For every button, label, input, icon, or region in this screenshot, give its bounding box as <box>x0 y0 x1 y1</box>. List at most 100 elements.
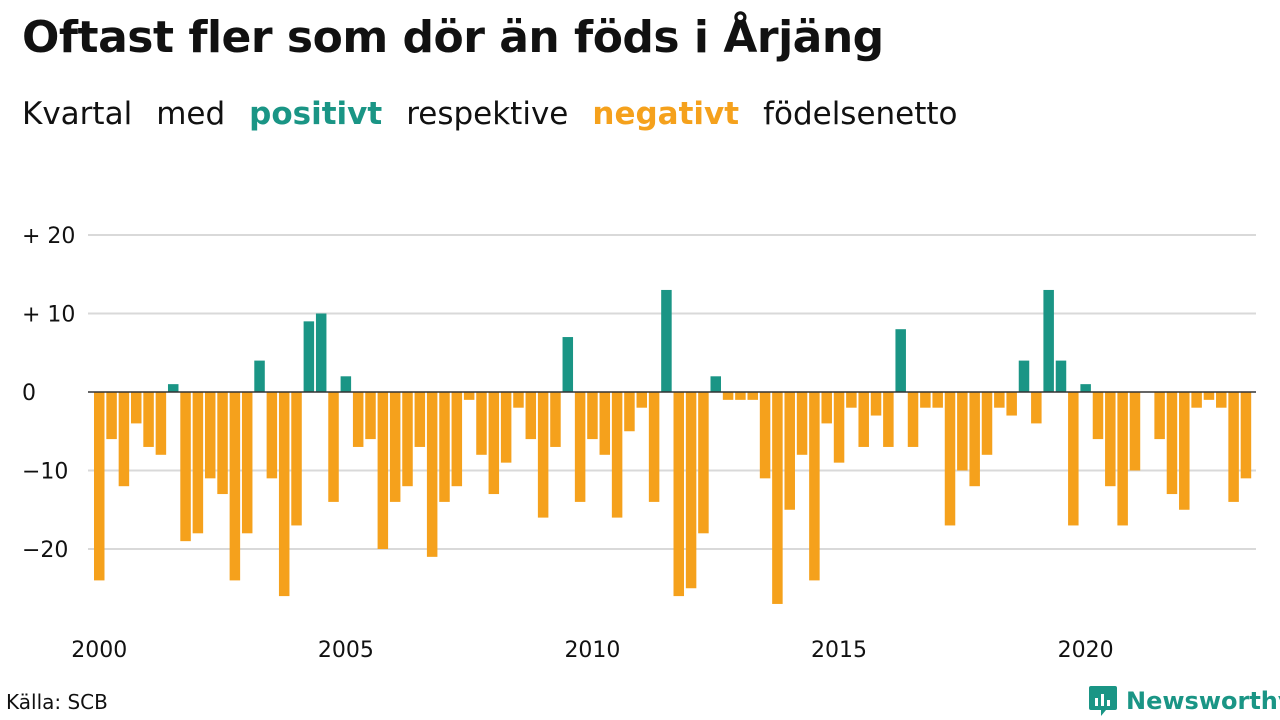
y-tick-label: −10 <box>22 460 68 485</box>
bar <box>932 392 943 408</box>
bar <box>994 392 1005 408</box>
bar <box>636 392 648 408</box>
bar <box>1129 392 1141 471</box>
bar <box>229 392 241 581</box>
bar <box>278 392 290 597</box>
bar <box>217 392 228 495</box>
x-tick-label: 2015 <box>811 638 867 663</box>
bar <box>180 392 191 542</box>
bar <box>476 392 487 455</box>
bar <box>821 392 832 424</box>
bar <box>685 392 697 589</box>
bar <box>562 337 574 392</box>
bar <box>550 392 561 447</box>
bar <box>414 392 426 447</box>
chart-subtitle: Kvartal med positivt respektive negativt föde… <box>22 96 982 132</box>
bar <box>1179 392 1190 510</box>
bar <box>833 392 845 463</box>
bar <box>611 392 623 518</box>
y-tick-label: + 10 <box>22 303 75 328</box>
bar <box>1031 392 1042 424</box>
bar <box>981 392 993 455</box>
bar <box>340 376 352 392</box>
bar <box>944 392 956 526</box>
bar <box>809 392 820 581</box>
bar <box>488 392 500 495</box>
bar <box>106 392 117 440</box>
bar <box>389 392 401 502</box>
newsworthy-logo-icon <box>1089 686 1117 716</box>
bar <box>118 392 130 487</box>
bar <box>1203 392 1215 400</box>
bar <box>895 329 906 392</box>
bar <box>661 289 672 392</box>
brand-name: Newsworthy <box>1126 687 1280 715</box>
x-tick-label: 2005 <box>318 638 374 663</box>
bar <box>698 392 709 534</box>
bar <box>241 392 253 534</box>
bar <box>1055 360 1067 392</box>
bar <box>130 392 142 424</box>
bar <box>784 392 795 510</box>
bar <box>1043 289 1054 392</box>
bar <box>722 392 734 400</box>
bar <box>328 392 339 502</box>
bar <box>94 392 105 581</box>
chart-title: Oftast fler som dör än föds i Årjäng <box>22 12 884 63</box>
bar <box>303 321 315 392</box>
bar <box>500 392 512 463</box>
bar <box>599 392 611 455</box>
bar <box>587 392 598 440</box>
y-tick-label: −20 <box>22 538 68 563</box>
bar <box>1117 392 1128 526</box>
bar <box>525 392 537 440</box>
x-tick-label: 2000 <box>71 638 127 663</box>
bar <box>969 392 980 487</box>
bar <box>1216 392 1227 408</box>
bar <box>143 392 154 447</box>
bar <box>167 384 179 392</box>
bar <box>1154 392 1165 440</box>
bar <box>1068 392 1079 526</box>
bar <box>1018 360 1030 392</box>
subtitle-word: Kvartal <box>22 96 133 132</box>
subtitle-word: respektive <box>406 96 569 132</box>
source-note: Källa: SCB <box>6 690 108 714</box>
bar <box>1191 392 1202 408</box>
bar <box>907 392 919 447</box>
bar <box>1092 392 1104 440</box>
y-tick-label: + 20 <box>22 224 75 249</box>
bar <box>710 376 721 392</box>
bar <box>883 392 894 447</box>
bar <box>624 392 635 432</box>
bar <box>352 392 364 447</box>
bar <box>1166 392 1178 495</box>
subtitle-word: med <box>156 96 226 132</box>
bar <box>796 392 808 455</box>
bar <box>772 392 783 604</box>
subtitle-word: födelsenetto <box>763 96 958 132</box>
bar <box>1006 392 1017 416</box>
bar <box>402 392 413 487</box>
bar <box>1105 392 1116 487</box>
bar <box>204 392 216 479</box>
brand-logo: Newsworthy <box>1088 684 1280 718</box>
bar <box>1080 384 1091 392</box>
bar <box>377 392 389 549</box>
bar <box>858 392 869 447</box>
bar <box>439 392 450 502</box>
bar <box>759 392 771 479</box>
x-tick-label: 2010 <box>564 638 620 663</box>
bar <box>673 392 685 597</box>
bar <box>315 313 327 392</box>
bar <box>846 392 857 408</box>
bar <box>747 392 758 400</box>
bar <box>451 392 463 487</box>
bar <box>537 392 549 518</box>
bar <box>266 392 278 479</box>
bar <box>192 392 204 534</box>
bar <box>648 392 660 502</box>
bar <box>1240 392 1252 479</box>
bar <box>1228 392 1239 502</box>
subtitle-positive-label: positivt <box>249 96 383 132</box>
